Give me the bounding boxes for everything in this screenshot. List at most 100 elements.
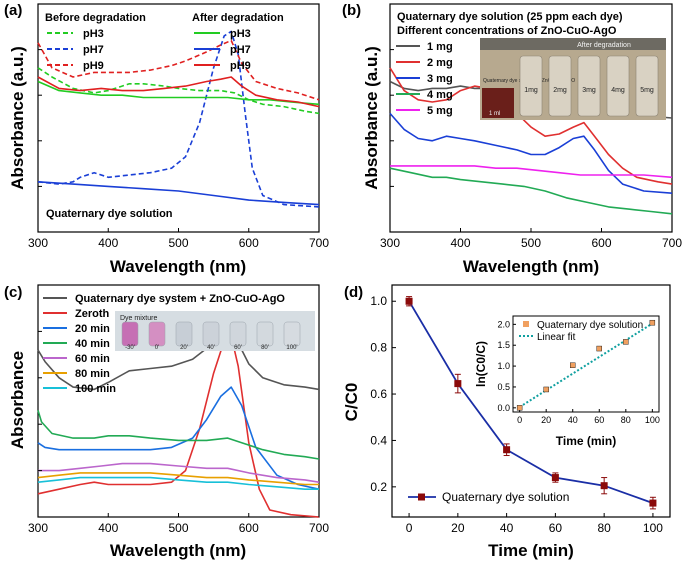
panel-b-x-label: Wavelength (nm) bbox=[463, 257, 599, 276]
series-line-before-ph9 bbox=[37, 39, 320, 101]
legend-label-80-min: 80 min bbox=[75, 368, 110, 380]
panel-c-lines bbox=[37, 330, 320, 518]
panel-c-photo: Dye mixture -30' 0' 20' 40' 60' 80' 100' bbox=[115, 311, 315, 351]
panel-d-letter: (d) bbox=[344, 284, 363, 301]
panel-d-inset-x-label: Time (min) bbox=[556, 434, 616, 448]
panel-d-inset-y-label: ln(C0/C) bbox=[474, 341, 488, 387]
photo-vial bbox=[519, 55, 543, 117]
data-point bbox=[454, 380, 462, 388]
photo-vial bbox=[548, 55, 572, 117]
photo-vial-label: 2mg bbox=[553, 87, 567, 94]
series-line-after-ph3 bbox=[37, 80, 320, 106]
panel-b-legend-title-2: Different concentrations of ZnO-CuO-AgO bbox=[397, 25, 617, 37]
legend-label-before-ph3: pH3 bbox=[83, 28, 104, 40]
x-tick-label: 0 bbox=[406, 521, 413, 535]
series-line-after-ph9 bbox=[37, 76, 320, 108]
legend-label-zeroth: Zeroth bbox=[75, 308, 110, 320]
panel-d-x-label: Time (min) bbox=[488, 541, 574, 560]
panel-d-x-ticks: 0 20 40 60 80 100 bbox=[406, 513, 663, 535]
series-line-5-mg bbox=[390, 165, 673, 179]
legend-label-before-ph9: pH9 bbox=[83, 60, 104, 72]
photo-vial-label: -30' bbox=[125, 345, 135, 351]
panel-c-y-label: Absorbance bbox=[8, 351, 27, 449]
inset-legend-swatch-points bbox=[523, 321, 529, 327]
data-point bbox=[503, 446, 511, 454]
legend-label-20-min: 20 min bbox=[75, 323, 110, 335]
inset-x-tick-label: 100 bbox=[645, 415, 660, 425]
panel-c: (c) 300 400 500 600 700 Wavelength (nm) Abso… bbox=[4, 284, 329, 560]
panel-b: (b) 300 400 500 600 700 Wavelength (nm) Abso… bbox=[342, 2, 682, 276]
inset-data-point bbox=[570, 362, 576, 368]
series-line-4-mg bbox=[389, 167, 673, 215]
legend-label-5-mg: 5 mg bbox=[427, 105, 453, 117]
panel-b-x-ticks: 300 400 500 600 700 bbox=[380, 49, 682, 250]
inset-x-tick-label: 40 bbox=[568, 415, 578, 425]
series-line-60-min bbox=[38, 462, 320, 483]
legend-label-40-min: 40 min bbox=[75, 338, 110, 350]
inset-x-tick-label: 60 bbox=[594, 415, 604, 425]
legend-label: Quaternary dye solution bbox=[442, 490, 569, 504]
panel-d-y-label: C/C0 bbox=[342, 383, 361, 422]
panel-a-frame bbox=[37, 3, 320, 233]
data-point bbox=[649, 499, 657, 507]
panel-b-legend: 1 mg 2 mg 3 mg 4 mg 5 mg bbox=[396, 41, 453, 117]
x-tick-label: 400 bbox=[450, 236, 470, 250]
series-line-after-ph7 bbox=[37, 181, 320, 206]
inset-data-point bbox=[623, 339, 629, 345]
panel-b-photo-vials: 1mg 2mg 3mg 4mg 5mg bbox=[519, 55, 659, 117]
series-line-20-min bbox=[37, 386, 320, 490]
photo-vial-label: 3mg bbox=[582, 87, 596, 94]
series-line-before-ph7 bbox=[37, 30, 320, 208]
y-tick-label: 0.4 bbox=[370, 433, 387, 447]
panel-a-legend-before: Before degradation bbox=[45, 12, 146, 24]
x-tick-label: 600 bbox=[591, 236, 611, 250]
panel-b-photo-title: After degradation bbox=[577, 42, 631, 49]
photo-vial bbox=[577, 55, 601, 117]
photo-vial bbox=[256, 321, 274, 347]
photo-vial bbox=[148, 321, 166, 347]
inset-x-tick-label: 0 bbox=[517, 415, 522, 425]
photo-vial bbox=[635, 55, 659, 117]
panel-d-inset: 0.00.51.01.52.0 0 20 40 60 80 100 Time (min) … bbox=[474, 302, 664, 448]
panel-d-series bbox=[405, 296, 657, 510]
series-line-3-mg bbox=[389, 112, 673, 194]
panel-a-lines bbox=[37, 30, 320, 208]
photo-vial-label: 40' bbox=[207, 345, 215, 351]
y-tick-label: 0.2 bbox=[370, 480, 387, 494]
x-tick-label: 700 bbox=[662, 236, 682, 250]
x-tick-label: 500 bbox=[521, 236, 541, 250]
photo-vial-label: 100' bbox=[286, 345, 297, 351]
panel-d-y-ticks: 0.2 0.4 0.6 0.8 1.0 bbox=[370, 294, 396, 494]
series-line-40-min bbox=[37, 410, 320, 460]
panel-d-inset-bg bbox=[518, 302, 664, 414]
panel-b-letter: (b) bbox=[342, 2, 361, 19]
inset-data-point bbox=[649, 319, 656, 326]
panel-b-y-label: Absorbance (a.u.) bbox=[362, 46, 381, 190]
inset-y-tick-label: 0.0 bbox=[497, 403, 510, 413]
photo-vial-label: 80' bbox=[261, 345, 269, 351]
x-tick-label: 40 bbox=[500, 521, 514, 535]
photo-vial bbox=[229, 321, 247, 347]
inset-x-tick-label: 80 bbox=[621, 415, 631, 425]
panel-b-legend-title-1: Quaternary dye solution (25 ppm each dye… bbox=[397, 11, 623, 23]
inset-y-tick-label: 1.0 bbox=[497, 361, 510, 371]
x-tick-label: 300 bbox=[28, 521, 48, 535]
data-point bbox=[405, 297, 413, 305]
photo-vial bbox=[202, 321, 220, 347]
legend-label-3-mg: 3 mg bbox=[427, 73, 453, 85]
series-line-before-ph3 bbox=[37, 67, 320, 115]
legend-label-100-min: 100 min bbox=[75, 383, 116, 395]
photo-vial-label: 1mg bbox=[524, 87, 538, 94]
panel-d-inset-marks bbox=[516, 319, 656, 411]
panel-b-photo-dye-vial bbox=[482, 88, 514, 118]
photo-vial-label: 5mg bbox=[640, 87, 654, 94]
data-point bbox=[551, 474, 559, 482]
x-tick-label: 80 bbox=[597, 521, 611, 535]
legend-label-after-ph7: pH7 bbox=[230, 44, 251, 56]
panel-c-photo-vials: -30' 0' 20' 40' 60' 80' 100' bbox=[121, 321, 301, 351]
panel-c-letter: (c) bbox=[4, 284, 22, 301]
legend-label-4-mg: 4 mg bbox=[427, 89, 453, 101]
panel-d-frame bbox=[391, 284, 671, 518]
series-line-100-min bbox=[37, 476, 319, 491]
